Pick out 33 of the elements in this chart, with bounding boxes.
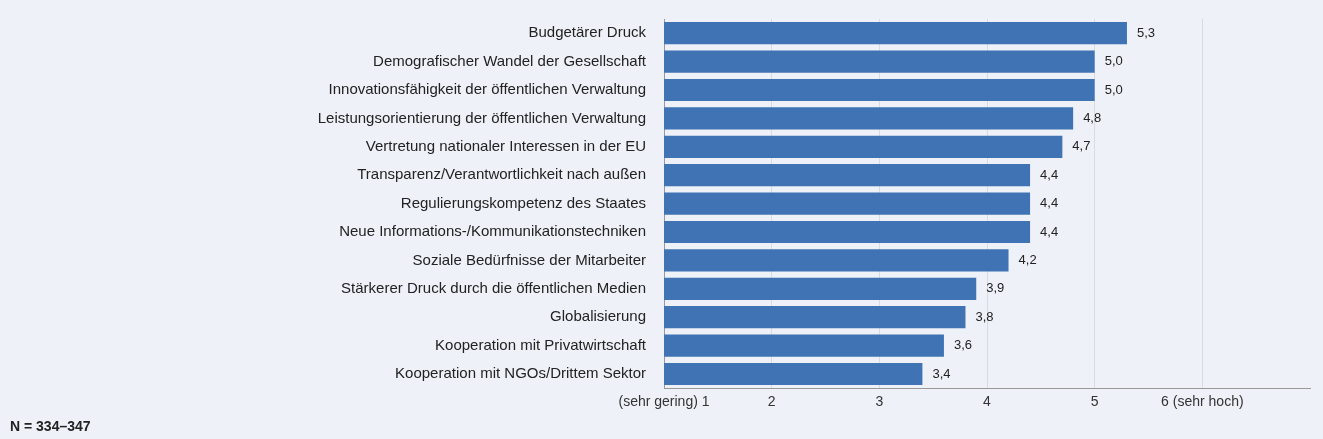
data-label: 4,4 — [1040, 195, 1059, 211]
data-label: 3,4 — [932, 365, 951, 381]
x-tick-label: 6 (sehr hoch) — [1161, 393, 1244, 410]
y-tick-label: Soziale Bedürfnisse der Mitarbeiter — [412, 250, 646, 268]
x-tick-label: 5 — [1090, 393, 1099, 410]
data-label: 5,0 — [1104, 81, 1123, 97]
data-label: 4,7 — [1072, 138, 1091, 154]
y-tick-label: Budgetärer Druck — [528, 23, 647, 41]
y-tick-label: Kooperation mit NGOs/Drittem Sektor — [395, 364, 646, 382]
data-label: 4,8 — [1083, 109, 1102, 125]
data-label: 3,6 — [953, 337, 973, 353]
data-label: 5,0 — [1104, 53, 1123, 69]
y-tick-label: Innovationsfähigkeit der öffentlichen Verwaltung — [328, 80, 646, 98]
y-tick-label: Demografischer Wandel der Gesellschaft — [373, 51, 647, 69]
data-label: 4,2 — [1018, 251, 1037, 267]
y-tick-label: Globalisierung — [550, 307, 646, 325]
data-label: 3,9 — [986, 280, 1005, 296]
y-tick-label: Vertretung nationaler Interessen in der EU — [365, 136, 646, 154]
y-tick-label: Stärkerer Druck durch die öffentlichen Medien — [341, 278, 646, 296]
data-label: 4,4 — [1040, 223, 1059, 239]
text: N = 334–347 — [10, 418, 91, 434]
y-tick-label: Neue Informations-/Kommunikationstechniken — [339, 222, 646, 240]
y-tick-label: Leistungsorientierung der öffentlichen Verwaltung — [317, 108, 646, 126]
x-tick-label: 2 — [767, 393, 776, 410]
x-tick-label: (sehr gering) 1 — [618, 393, 710, 410]
x-tick-label: 4 — [983, 393, 992, 410]
y-tick-label: Transparenz/Verantwortlichkeit nach außen — [357, 165, 646, 183]
x-tick-label: 3 — [875, 393, 884, 410]
y-tick-label: Regulierungskompetenz des Staates — [400, 193, 646, 211]
data-label: 3,8 — [975, 308, 994, 324]
data-label: 4,4 — [1040, 166, 1059, 182]
y-tick-label: Kooperation mit Privatwirtschaft — [435, 335, 647, 353]
data-label: 5,3 — [1136, 24, 1156, 40]
